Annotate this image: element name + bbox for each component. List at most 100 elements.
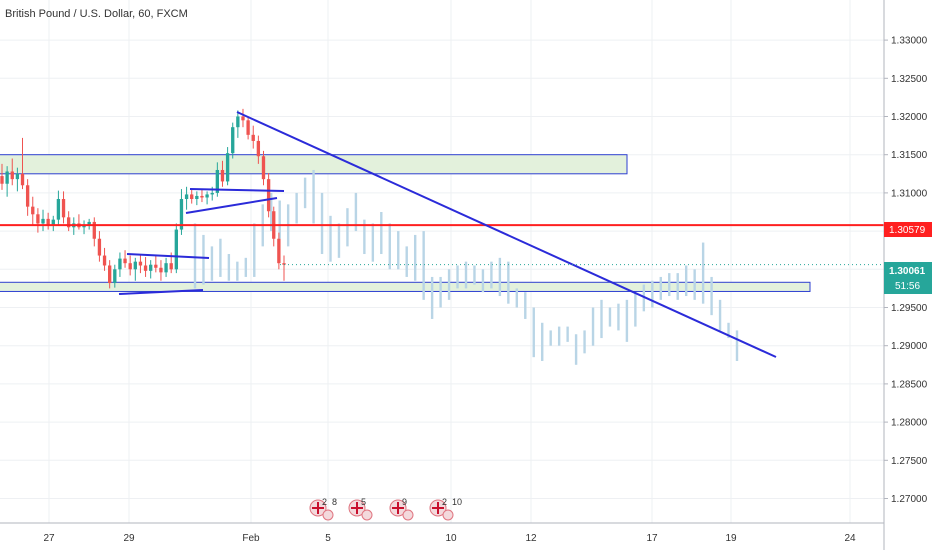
candle [108,260,112,289]
candle-body [128,263,132,270]
projection-bar [439,276,442,308]
candle [205,191,209,205]
candle [31,196,35,225]
candle [97,231,102,262]
price-tick-label: 1.27000 [891,494,928,505]
candle-body [102,255,107,266]
candle [41,209,45,232]
candle [266,173,271,218]
pattern-line-lower [118,289,204,295]
candle [133,257,137,281]
bar-countdown-label: 51:56 [895,281,920,292]
projection-bar [371,223,375,262]
projection-bar [337,223,341,258]
candle-body [82,224,86,228]
candle [195,191,199,206]
candle-body [5,171,9,184]
projection-bar [693,269,696,300]
candle [138,254,143,274]
candle-body [210,192,214,195]
candle-body [225,153,230,182]
projection-bar [312,169,315,224]
candle-body [108,265,112,284]
time-tick-label: 27 [43,533,55,544]
projection-bar [735,330,739,361]
event-count-label: 9 [402,497,407,507]
candle-body [10,171,14,180]
candle-body [277,238,281,264]
time-axis[interactable]: 27 29 Feb 5 10 12 17 19 24 [43,533,856,544]
projection-bar [718,299,722,331]
candle-body [31,206,35,215]
candle [220,160,225,187]
candle-body [46,218,50,225]
candle [25,179,30,216]
candle-body [215,169,220,193]
economic-event-marker: 2 10 [429,497,462,521]
projection-bar [651,280,654,308]
projection-bar [464,261,468,289]
candle [231,122,235,159]
projection-bar [210,246,214,281]
projection-bar [583,330,586,354]
candle-body [123,258,127,264]
candle [179,189,184,235]
candle [154,255,158,273]
drawings[interactable] [0,111,884,358]
candle [10,158,14,186]
candle-body [87,221,91,225]
candle-body [261,156,266,180]
projection-bar [617,303,620,331]
candle [56,190,61,225]
candle [277,232,281,270]
projection-bar [727,322,730,339]
projection-bar [227,254,231,281]
candle [118,252,122,277]
candle [241,108,245,128]
projection-bar [481,269,485,293]
projection-bar [591,307,595,346]
event-count-label: 2 [442,497,447,507]
candle-body [236,116,240,128]
projection-bar [684,265,688,297]
event-markers[interactable]: 2 8 5 9 2 10 [309,497,462,521]
candle-body [51,219,55,225]
candle [36,208,40,233]
projection-bar [363,219,366,255]
candle [164,257,168,277]
candle-body [200,195,204,198]
candle [92,217,96,247]
candle [66,211,71,232]
projection-bar [329,215,332,262]
projection-bar [557,326,561,346]
projection-bar [202,234,205,285]
candle-body [20,173,25,186]
marked-level-label: 1.30579 [889,225,926,236]
candle-body [164,263,168,273]
candle-body [66,217,71,228]
candle-body [195,195,199,200]
candle [215,162,220,197]
projection-bar [549,330,552,346]
price-tick-label: 1.32000 [891,112,928,123]
candle-body [251,134,255,141]
marked-level-tag [884,222,932,237]
support-resistance-zones[interactable] [0,154,811,292]
projection-bar [515,288,519,308]
projection-bar [253,223,256,277]
projection-bar [320,192,324,255]
time-tick-label: 17 [646,533,658,544]
candle-body [36,214,40,224]
price-tick-label: 1.32500 [891,74,928,85]
projection-bar [388,223,391,270]
projection-bar [507,261,510,304]
projection-bar [710,276,713,316]
grid [0,0,884,523]
candle [236,110,240,138]
candle-body [149,264,153,271]
projection-bar [668,273,671,297]
candle-body [97,238,102,256]
candle-body [118,258,122,270]
candle-body [169,263,173,270]
